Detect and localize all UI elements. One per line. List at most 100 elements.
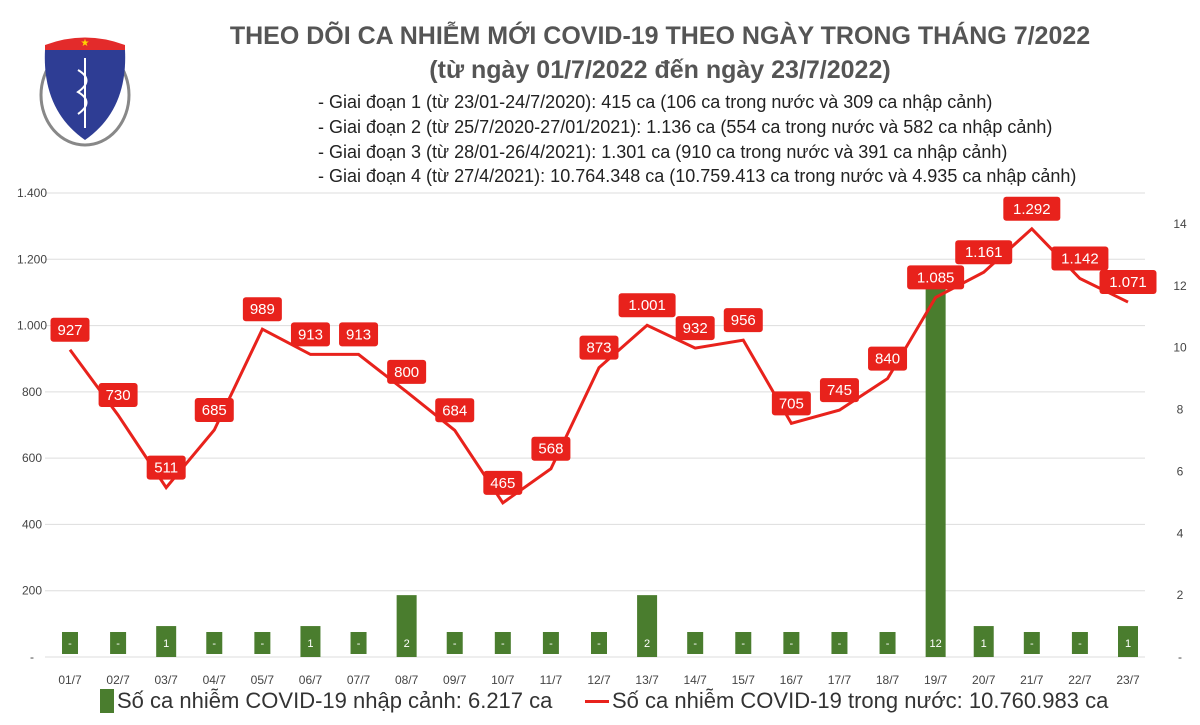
line-label: 745 xyxy=(827,382,852,399)
line-label-box xyxy=(955,240,1013,265)
bar-label: - xyxy=(741,638,745,650)
bar xyxy=(396,595,417,657)
right-tick-label: - xyxy=(1178,650,1182,664)
note-1: - Giai đoạn 1 (từ 23/01-24/7/2020): 415 … xyxy=(318,92,993,112)
line-label: 989 xyxy=(250,301,275,318)
left-tick-label: 400 xyxy=(22,517,42,531)
bar-label-box xyxy=(831,632,848,654)
bar-label: - xyxy=(453,638,457,650)
bar-label: 12 xyxy=(930,638,942,650)
line-label: 1.071 xyxy=(1109,274,1147,291)
line-label-box xyxy=(98,383,138,408)
line-label-box xyxy=(146,455,186,480)
bar-label: - xyxy=(597,638,601,650)
line-label: 568 xyxy=(538,441,563,458)
x-tick-label: 22/7 xyxy=(1068,673,1092,687)
line-label: 684 xyxy=(442,402,467,419)
bar-label-box xyxy=(783,632,800,654)
line-label: 913 xyxy=(346,326,371,343)
note-4: - Giai đoạn 4 (từ 27/4/2021): 10.764.348… xyxy=(318,166,1077,186)
bar-label-box xyxy=(687,632,704,654)
x-tick-label: 06/7 xyxy=(299,673,323,687)
bar-label-box xyxy=(1023,632,1040,654)
line-label-box xyxy=(483,470,523,495)
line-label: 927 xyxy=(57,322,82,339)
line-label: 840 xyxy=(875,351,900,368)
bar-label-box xyxy=(494,632,511,654)
bar-label: - xyxy=(549,638,553,650)
bar-label: - xyxy=(212,638,216,650)
line-label: 873 xyxy=(586,340,611,357)
line-label-box xyxy=(531,436,571,461)
bar-label: - xyxy=(501,638,505,650)
line-label: 1.161 xyxy=(965,244,1003,261)
line-label: 913 xyxy=(298,326,323,343)
right-tick-label: 10 xyxy=(1173,341,1187,355)
legend-swatch-bar xyxy=(100,689,114,713)
bar-label: - xyxy=(838,638,842,650)
x-tick-label: 14/7 xyxy=(684,673,708,687)
x-tick-label: 08/7 xyxy=(395,673,419,687)
bar-label-box xyxy=(1071,632,1088,654)
right-tick-label: 8 xyxy=(1177,403,1184,417)
x-tick-label: 04/7 xyxy=(203,673,227,687)
bar-label: 1 xyxy=(981,638,987,650)
x-tick-label: 21/7 xyxy=(1020,673,1044,687)
svg-text:★: ★ xyxy=(81,38,90,49)
bar-label: 1 xyxy=(307,638,313,650)
note-3: - Giai đoạn 3 (từ 28/01-26/4/2021): 1.30… xyxy=(318,142,1008,162)
x-tick-label: 18/7 xyxy=(876,673,900,687)
x-tick-label: 23/7 xyxy=(1116,673,1140,687)
bar-label: - xyxy=(886,638,890,650)
right-tick-label: 14 xyxy=(1173,217,1187,231)
bar-label-box xyxy=(879,632,896,654)
bar-label: - xyxy=(790,638,794,650)
bar-label-box xyxy=(735,632,752,654)
bar-label: - xyxy=(116,638,120,650)
line-label-box xyxy=(194,397,234,422)
line-label: 1.001 xyxy=(628,297,666,314)
left-tick-label: - xyxy=(30,650,34,664)
bar xyxy=(637,595,658,657)
legend-label: Số ca nhiễm COVID-19 nhập cảnh: 6.217 ca xyxy=(117,688,553,713)
line-label: 685 xyxy=(202,402,227,419)
line-label: 705 xyxy=(779,395,804,412)
left-tick-label: 200 xyxy=(22,584,42,598)
line-label-box xyxy=(435,398,475,423)
x-tick-label: 17/7 xyxy=(828,673,852,687)
bar-label-box xyxy=(446,632,463,654)
line-label-box xyxy=(723,308,763,333)
x-tick-label: 15/7 xyxy=(732,673,756,687)
left-tick-label: 1.000 xyxy=(17,319,47,333)
line-label-box xyxy=(387,359,427,384)
chart-title: THEO DÕI CA NHIỄM MỚI COVID-19 THEO NGÀY… xyxy=(229,22,1091,50)
line-label-box xyxy=(50,317,90,342)
bar xyxy=(156,626,177,657)
line-label-box xyxy=(1003,196,1061,221)
right-tick-label: 4 xyxy=(1177,526,1184,540)
line-label-box xyxy=(868,346,908,371)
bar-label: 1 xyxy=(163,638,169,650)
line-label: 511 xyxy=(154,460,178,477)
x-tick-label: 05/7 xyxy=(251,673,275,687)
legend-imported: Số ca nhiễm COVID-19 nhập cảnh: 6.217 ca xyxy=(100,688,552,714)
bar-label: - xyxy=(1030,638,1034,650)
bar-label-box xyxy=(542,632,559,654)
bar-label: 1 xyxy=(1125,638,1131,650)
note-2: - Giai đoạn 2 (từ 25/7/2020-27/01/2021):… xyxy=(318,117,1053,137)
line-label: 800 xyxy=(394,364,419,381)
line-label-box xyxy=(618,293,676,318)
line-label-box xyxy=(771,391,811,416)
bar-label-box xyxy=(591,632,607,654)
bar-label: - xyxy=(1078,638,1082,650)
x-tick-label: 09/7 xyxy=(443,673,467,687)
line-label: 932 xyxy=(683,320,708,337)
bar-label-box xyxy=(254,632,271,654)
legend-domestic: Số ca nhiễm COVID-19 trong nước: 10.760.… xyxy=(585,688,1108,714)
bar-label: - xyxy=(693,638,697,650)
line-series xyxy=(68,226,1129,506)
line-label-box xyxy=(1099,270,1157,295)
moh-logo: ★ xyxy=(39,37,131,147)
line-label-box xyxy=(339,322,379,347)
